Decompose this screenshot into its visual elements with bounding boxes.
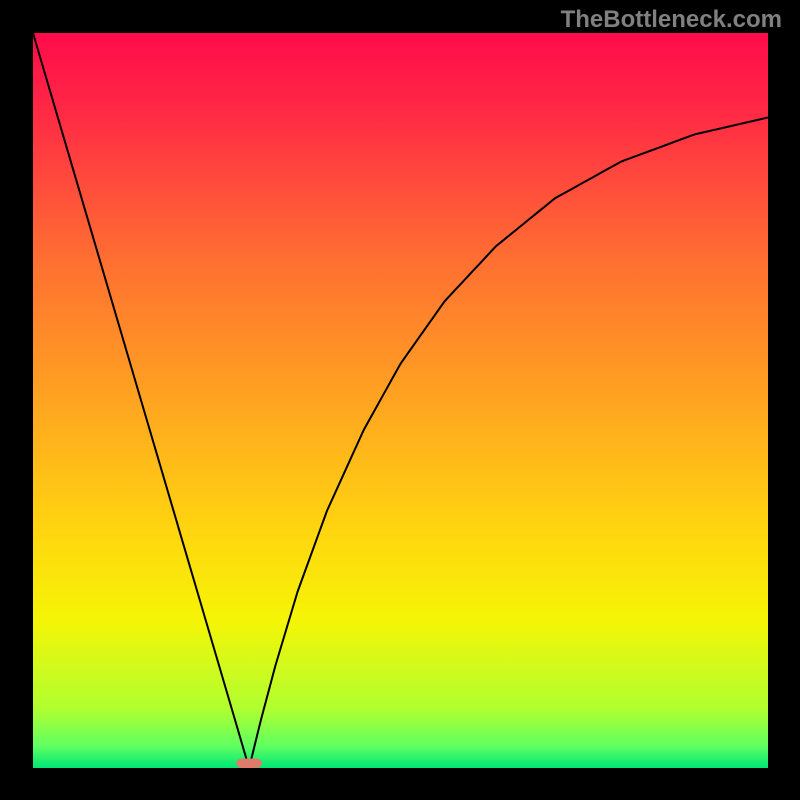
valley-marker (236, 758, 262, 768)
watermark-text: TheBottleneck.com (561, 6, 782, 34)
chart-svg (0, 0, 800, 800)
plot-background (33, 33, 768, 768)
